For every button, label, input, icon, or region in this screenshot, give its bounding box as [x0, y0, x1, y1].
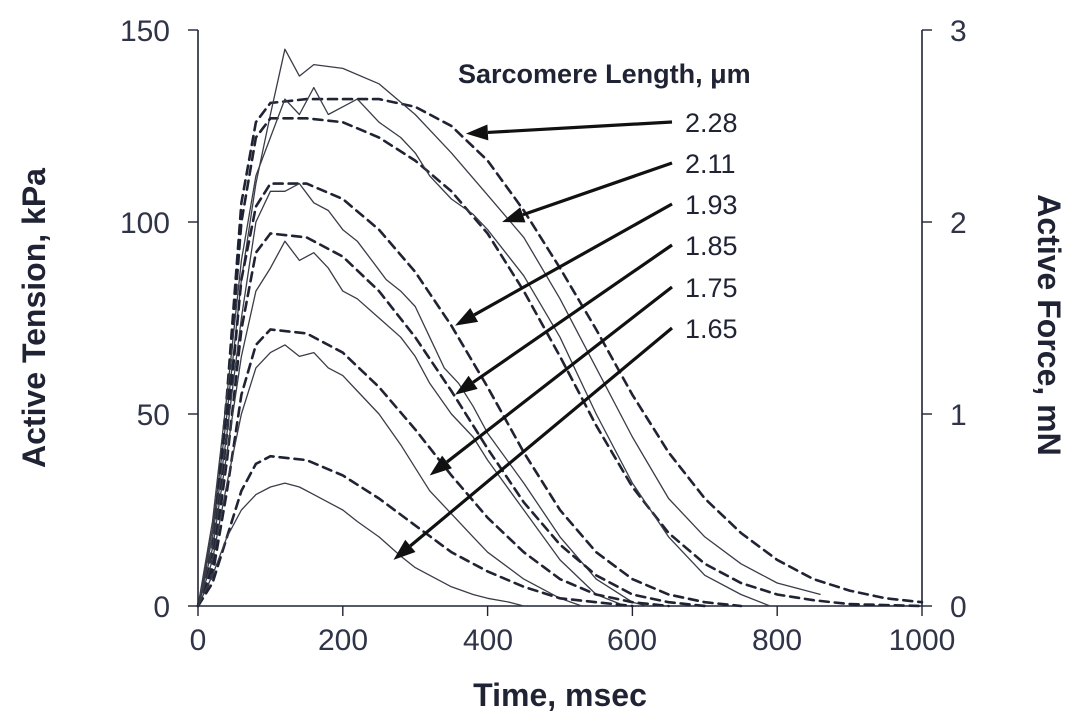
axis-ticks	[188, 29, 932, 616]
legend-value: 1.85	[685, 231, 738, 261]
y-left-axis-title: Active Tension, kPa	[16, 168, 52, 468]
y-left-tick-label: 50	[137, 399, 170, 432]
legend-arrow-line	[522, 161, 673, 217]
legend-value: 2.11	[685, 149, 736, 179]
y-left-tick-label: 100	[120, 207, 170, 240]
legend-arrow-head	[455, 307, 479, 326]
x-tick-label: 600	[607, 624, 657, 657]
x-tick-label: 800	[752, 624, 802, 657]
legend-arrow-line	[473, 202, 673, 317]
plot-area	[197, 30, 923, 607]
y-right-tick-label: 1	[950, 399, 967, 432]
legend-value: 1.93	[685, 190, 738, 220]
measured-line-1.85	[197, 240, 626, 607]
x-tick-label: 400	[463, 624, 513, 657]
x-axis-title: Time, msec	[473, 677, 647, 713]
legend-arrow-head	[502, 207, 526, 223]
measured-line-2.28	[197, 48, 821, 607]
legend-arrows	[393, 120, 674, 560]
y-right-tick-label: 0	[950, 591, 967, 624]
legend-value: 1.65	[685, 314, 738, 344]
legend-arrow-head	[465, 124, 489, 141]
model-line-1.93	[196, 182, 743, 608]
legend-arrow-line	[472, 243, 673, 384]
model-line-1.65	[196, 454, 634, 608]
x-tick-label: 200	[318, 624, 368, 657]
series-layer	[196, 48, 924, 608]
x-tick-label: 0	[190, 624, 207, 657]
model-line-1.75	[196, 328, 670, 608]
y-right-axis-title: Active Force, mN	[1031, 194, 1067, 455]
x-tick-labels: 0 200 400 600 800 1000	[190, 624, 956, 657]
measured-line-1.65	[197, 482, 524, 607]
y-right-tick-label: 3	[950, 15, 967, 48]
model-line-2.28	[196, 97, 924, 608]
y-right-tick-label: 2	[950, 207, 967, 240]
measured-line-1.93	[197, 182, 648, 607]
model-line-2.11	[196, 117, 924, 608]
legend-arrow-head	[455, 375, 478, 395]
legend-arrow-line	[446, 285, 673, 464]
measured-line-2.11	[197, 86, 771, 607]
measured-line-1.75	[197, 344, 582, 607]
y-right-tick-labels: 0 1 2 3	[950, 15, 967, 624]
legend-values: 2.28 2.11 1.93 1.85 1.75 1.65	[685, 108, 738, 344]
legend-arrow-line	[409, 326, 674, 548]
y-left-tick-label: 150	[120, 15, 170, 48]
model-line-1.85	[196, 232, 707, 608]
legend-title: Sarcomere Length, μm	[458, 59, 751, 89]
x-tick-label: 1000	[889, 624, 956, 657]
legend-value: 1.75	[685, 273, 738, 303]
legend-arrow-line	[487, 120, 673, 135]
legend-arrow-head	[429, 455, 452, 476]
y-left-tick-labels: 0 50 100 150	[120, 15, 170, 624]
legend-arrow-head	[393, 539, 416, 560]
y-left-tick-label: 0	[153, 591, 170, 624]
legend-value: 2.28	[685, 108, 738, 138]
